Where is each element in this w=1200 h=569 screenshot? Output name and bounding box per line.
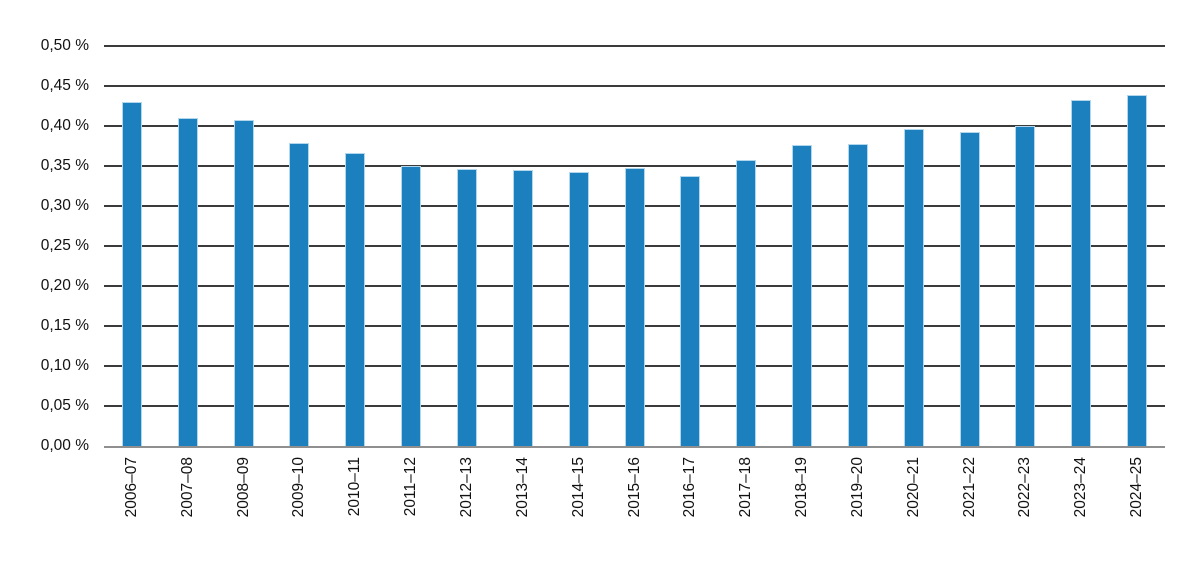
y-axis-tick-label: 0,40 % (40, 117, 89, 134)
bar-2017–18 (736, 159, 757, 446)
x-axis-tick-label: 2010–11 (346, 457, 364, 517)
bar-2009–10 (289, 142, 310, 446)
x-axis-tick-label: 2013–14 (513, 457, 531, 518)
y-axis-tick-label: 0,00 % (40, 437, 89, 454)
x-axis-tick-label: 2021–22 (960, 457, 978, 518)
bar-2008–09 (233, 119, 254, 446)
bar-2011–12 (401, 166, 422, 446)
bar-2007–08 (177, 118, 198, 446)
y-axis-tick-label: 0,05 % (40, 397, 89, 414)
bar-2012–13 (456, 169, 477, 446)
x-axis-tick-label: 2024–25 (1128, 457, 1146, 518)
x-axis-tick-label: 2009–10 (290, 457, 308, 518)
x-axis-tick-label: 2006–07 (122, 457, 140, 518)
y-axis-tick-label: 0,15 % (40, 317, 89, 334)
y-axis-tick-label: 0,50 % (40, 37, 89, 54)
bar-2010–11 (345, 153, 366, 446)
gridline (104, 165, 1165, 167)
x-axis-line (104, 446, 1165, 449)
bar-2019–20 (847, 143, 868, 446)
gridline (104, 85, 1165, 87)
x-axis-tick-label: 2016–17 (681, 457, 699, 518)
y-axis-tick-label: 0,10 % (40, 357, 89, 374)
x-axis-tick-label: 2023–24 (1072, 457, 1090, 518)
bar-2018–19 (792, 145, 813, 446)
bar-2022–23 (1015, 126, 1036, 446)
x-axis-tick-label: 2008–09 (234, 457, 252, 518)
bar-2021–22 (959, 132, 980, 446)
x-axis-tick-label: 2007–08 (178, 457, 196, 518)
bar-2024–25 (1127, 94, 1148, 446)
x-axis-tick-label: 2018–19 (793, 457, 811, 518)
x-axis-tick-label: 2020–21 (904, 457, 922, 518)
y-axis-tick-label: 0,25 % (40, 237, 89, 254)
gridline (104, 45, 1165, 47)
y-axis-tick-label: 0,20 % (40, 277, 89, 294)
y-axis-tick-label: 0,30 % (40, 197, 89, 214)
y-axis-tick-label: 0,35 % (40, 157, 89, 174)
x-axis-tick-label: 2019–20 (848, 457, 866, 518)
x-axis-tick-label: 2011–12 (402, 457, 420, 517)
y-axis-tick-label: 0,45 % (40, 77, 89, 94)
bar-2020–21 (903, 129, 924, 446)
bar-2015–16 (624, 168, 645, 446)
bar-2016–17 (680, 176, 701, 446)
x-axis-tick-label: 2022–23 (1016, 457, 1034, 518)
x-axis-tick-label: 2012–13 (457, 457, 475, 518)
x-axis-tick-label: 2014–15 (569, 457, 587, 518)
bar-2013–14 (512, 170, 533, 446)
bar-2014–15 (568, 172, 589, 446)
gridline (104, 125, 1165, 127)
bar-2006–07 (121, 102, 142, 446)
bar-2023–24 (1071, 99, 1092, 446)
x-axis-tick-label: 2017–18 (737, 457, 755, 518)
x-axis-tick-label: 2015–16 (625, 457, 643, 518)
